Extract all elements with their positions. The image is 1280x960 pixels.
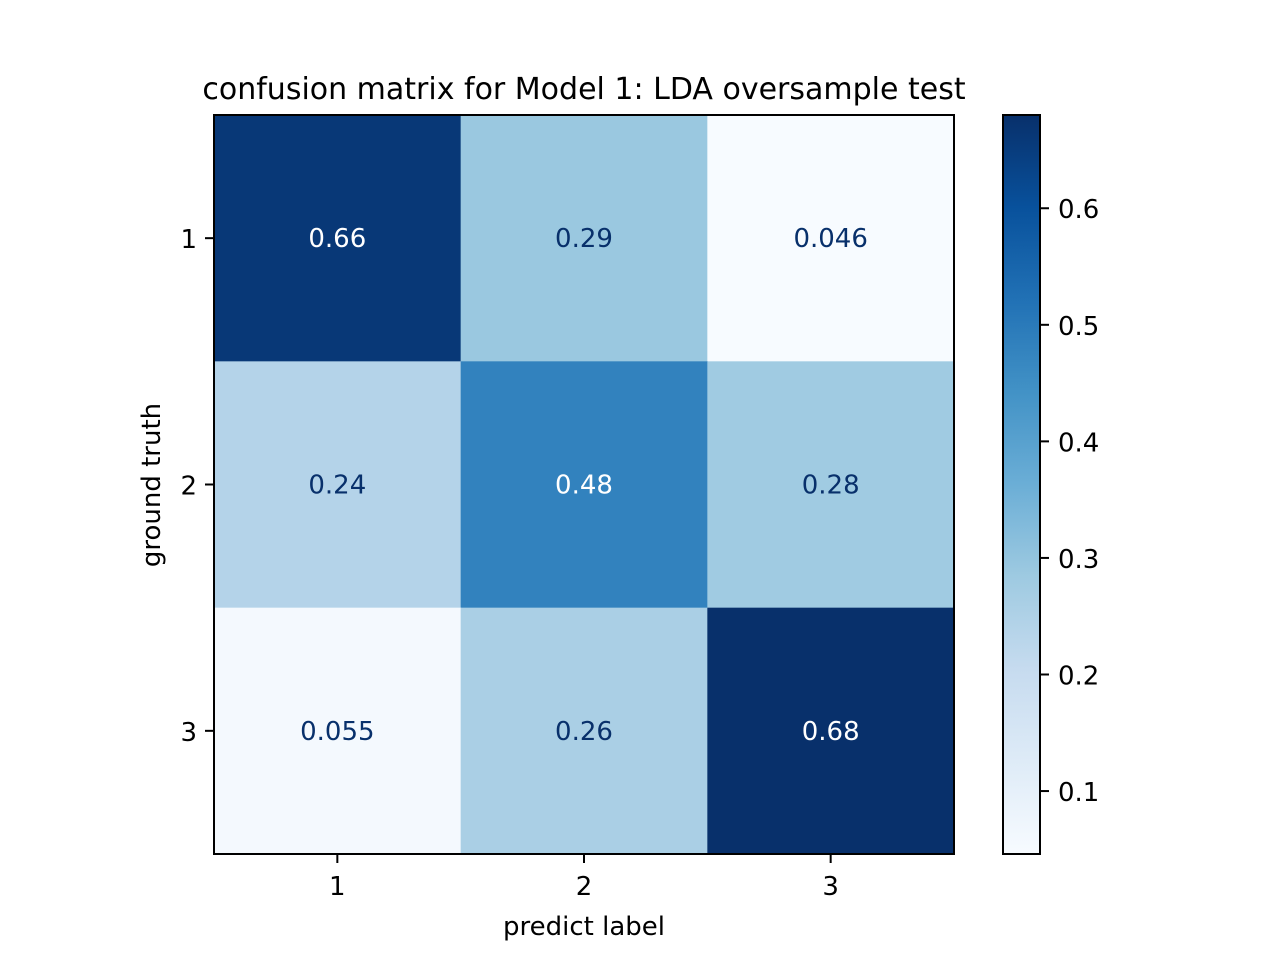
heatmap-cell: [460, 607, 708, 855]
x-axis-ticks: 1 2 3: [329, 854, 839, 902]
heatmap-cell: [460, 361, 708, 609]
y-axis-label: ground truth: [137, 403, 167, 567]
cell-value-label: 0.66: [308, 224, 366, 254]
heatmap-cell: [707, 361, 955, 609]
chart-title: confusion matrix for Model 1: LDA oversa…: [202, 72, 965, 107]
cell-value-labels: 0.66 0.29 0.046 0.24 0.48 0.28 0.055 0.26 0.68: [300, 224, 868, 747]
colorbar-ticks: 0.1 0.2 0.3 0.4 0.5 0.6: [1040, 195, 1099, 808]
x-tick-label: 1: [329, 872, 346, 902]
colorbar-tick-label: 0.5: [1058, 312, 1099, 342]
cell-value-label: 0.28: [802, 471, 860, 501]
colorbar-tick-label: 0.3: [1058, 545, 1099, 575]
cell-value-label: 0.24: [308, 471, 366, 501]
heatmap-cell: [214, 115, 462, 362]
heatmap-cell: [460, 115, 708, 362]
heatmap-cell: [707, 115, 955, 362]
colorbar-tick-label: 0.6: [1058, 195, 1099, 225]
colorbar-tick-label: 0.2: [1058, 661, 1099, 691]
cell-value-label: 0.68: [802, 717, 860, 747]
cell-value-label: 0.055: [300, 717, 374, 747]
x-tick-label: 3: [822, 872, 839, 902]
x-tick-label: 2: [576, 872, 593, 902]
y-tick-label: 3: [180, 718, 197, 748]
heatmap-cell: [214, 607, 462, 855]
cell-value-label: 0.26: [555, 717, 613, 747]
heatmap-cell: [707, 607, 955, 855]
colorbar: [1002, 114, 1041, 855]
x-axis-label: predict label: [503, 912, 665, 942]
heatmap-cells: [214, 115, 955, 855]
heatmap-cell: [214, 361, 462, 609]
cell-value-label: 0.046: [793, 224, 867, 254]
y-axis-ticks: 1 2 3: [180, 225, 214, 748]
cell-value-label: 0.48: [555, 471, 613, 501]
y-tick-label: 1: [180, 225, 197, 255]
cell-value-label: 0.29: [555, 224, 613, 254]
colorbar-tick-label: 0.1: [1058, 778, 1099, 808]
colorbar-tick-label: 0.4: [1058, 428, 1099, 458]
y-tick-label: 2: [180, 472, 197, 502]
